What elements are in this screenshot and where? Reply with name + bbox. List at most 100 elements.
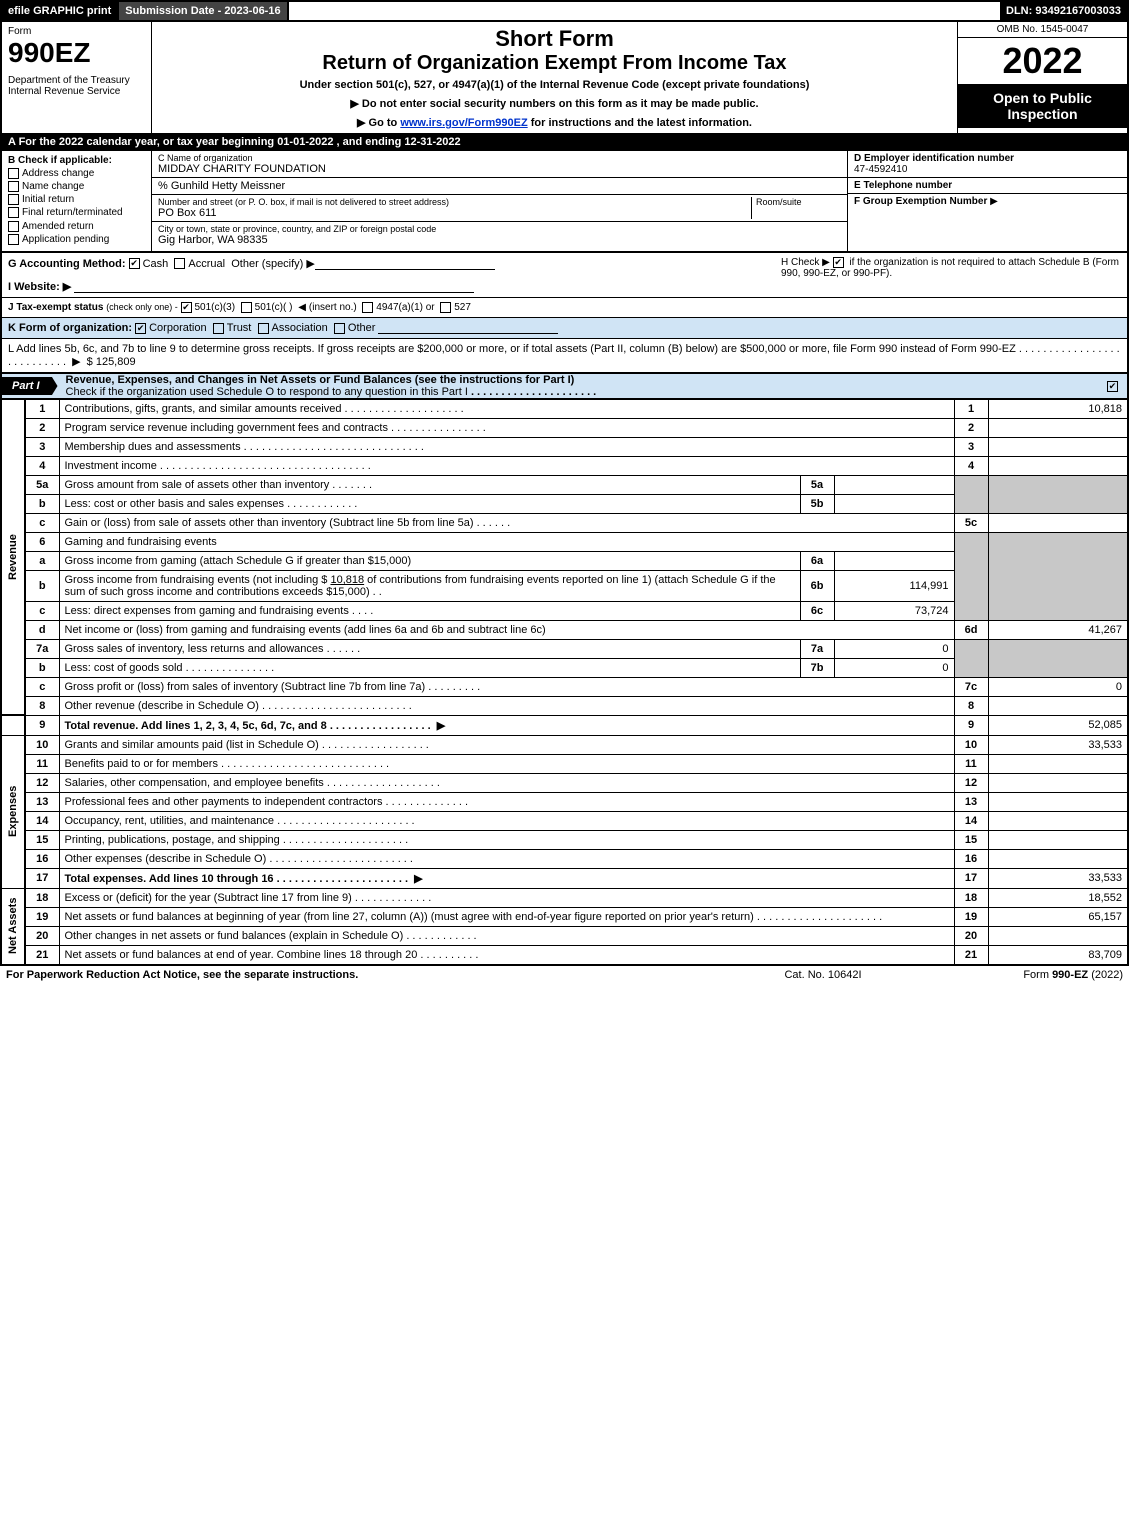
form-footer: Form 990-EZ (2022)	[923, 969, 1123, 981]
line-5a-desc: Gross amount from sale of assets other t…	[59, 475, 800, 494]
room-label: Room/suite	[756, 197, 841, 207]
chk-accrual[interactable]	[174, 258, 185, 269]
part1-header: Part I Revenue, Expenses, and Changes in…	[0, 374, 1129, 399]
line-9-amt: 52,085	[988, 715, 1128, 735]
chk-527[interactable]	[440, 302, 451, 313]
chk-4947[interactable]	[362, 302, 373, 313]
insert-arrow-icon	[295, 302, 309, 313]
line-1-amt: 10,818	[988, 399, 1128, 418]
chk-final-return[interactable]: Final return/terminated	[8, 207, 145, 218]
line-13-amt	[988, 792, 1128, 811]
row-i: I Website: ▶	[8, 280, 781, 293]
line-9-desc: Total revenue. Add lines 1, 2, 3, 4, 5c,…	[59, 715, 954, 735]
row-g: G Accounting Method: Cash Accrual Other …	[8, 257, 781, 270]
line-21-desc: Net assets or fund balances at end of ye…	[59, 945, 954, 964]
open-inspection: Open to Public Inspection	[958, 84, 1127, 128]
page-footer: For Paperwork Reduction Act Notice, see …	[0, 965, 1129, 984]
line-20-amt	[988, 926, 1128, 945]
website-input[interactable]	[74, 281, 474, 293]
line-6a-val	[834, 551, 954, 570]
chk-application-pending[interactable]: Application pending	[8, 234, 145, 245]
form-label: Form	[8, 26, 145, 37]
line-7a-val: 0	[834, 639, 954, 658]
j-sub: (check only one) -	[106, 302, 178, 312]
chk-amended-return[interactable]: Amended return	[8, 221, 145, 232]
line-6a-desc: Gross income from gaming (attach Schedul…	[59, 551, 800, 570]
f-label: F Group Exemption Number	[854, 196, 987, 207]
irs-link[interactable]: www.irs.gov/Form990EZ	[400, 117, 527, 129]
line-19-desc: Net assets or fund balances at beginning…	[59, 907, 954, 926]
line-1-num: 1	[25, 399, 59, 418]
k-label: K Form of organization:	[8, 322, 132, 334]
line-21-amt: 83,709	[988, 945, 1128, 964]
line-11-amt	[988, 754, 1128, 773]
line-6b-val: 114,991	[834, 570, 954, 601]
goto-post: for instructions and the latest informat…	[528, 117, 752, 129]
addr-label: Number and street (or P. O. box, if mail…	[158, 197, 751, 207]
line-17-desc: Total expenses. Add lines 10 through 16 …	[59, 868, 954, 888]
chk-association[interactable]	[258, 323, 269, 334]
city-label: City or town, state or province, country…	[158, 224, 841, 234]
chk-trust[interactable]	[213, 323, 224, 334]
line-6d-desc: Net income or (loss) from gaming and fun…	[59, 620, 954, 639]
expenses-sidelabel: Expenses	[1, 735, 25, 888]
line-6-desc: Gaming and fundraising events	[59, 532, 954, 551]
chk-address-change[interactable]: Address change	[8, 168, 145, 179]
arrow-icon	[411, 873, 425, 885]
line-10-amt: 33,533	[988, 735, 1128, 754]
submission-date: Submission Date - 2023-06-16	[119, 2, 288, 20]
chk-part1-scho[interactable]	[1107, 381, 1118, 392]
line-6b-desc: Gross income from fundraising events (no…	[59, 570, 800, 601]
line-1-col: 1	[954, 399, 988, 418]
dept-label: Department of the Treasury Internal Reve…	[8, 75, 145, 97]
other-org-input[interactable]	[378, 322, 558, 334]
efile-label[interactable]: efile GRAPHIC print	[2, 2, 119, 20]
netassets-sidelabel: Net Assets	[1, 888, 25, 964]
line-17-amt: 33,533	[988, 868, 1128, 888]
col-de: D Employer identification number 47-4592…	[847, 151, 1127, 251]
chk-initial-return[interactable]: Initial return	[8, 194, 145, 205]
top-bar: efile GRAPHIC print Submission Date - 20…	[0, 0, 1129, 22]
line-2-desc: Program service revenue including govern…	[59, 418, 954, 437]
chk-other-org[interactable]	[334, 323, 345, 334]
city-state-zip: Gig Harbor, WA 98335	[158, 234, 841, 246]
chk-cash[interactable]	[129, 258, 140, 269]
l-text: L Add lines 5b, 6c, and 7b to line 9 to …	[8, 343, 1016, 355]
row-a-taxyear: A For the 2022 calendar year, or tax yea…	[0, 133, 1129, 151]
form-title: Return of Organization Exempt From Incom…	[160, 52, 949, 75]
chk-name-change[interactable]: Name change	[8, 181, 145, 192]
col-c: C Name of organization MIDDAY CHARITY FO…	[152, 151, 847, 251]
paperwork-notice: For Paperwork Reduction Act Notice, see …	[6, 969, 723, 981]
g-label: G Accounting Method:	[8, 258, 126, 270]
lines-table: Revenue 1 Contributions, gifts, grants, …	[0, 399, 1129, 965]
c-name-label: C Name of organization	[158, 153, 841, 163]
line-7b-val: 0	[834, 658, 954, 677]
line-18-amt: 18,552	[988, 888, 1128, 907]
other-specify-input[interactable]	[315, 258, 495, 270]
section-bcdef: B Check if applicable: Address change Na…	[0, 151, 1129, 253]
line-14-desc: Occupancy, rent, utilities, and maintena…	[59, 811, 954, 830]
i-label: I Website: ▶	[8, 281, 71, 293]
row-k: K Form of organization: Corporation Trus…	[0, 318, 1129, 339]
chk-501c3[interactable]	[181, 302, 192, 313]
header-left: Form 990EZ Department of the Treasury In…	[2, 22, 152, 133]
part1-tag: Part I	[2, 377, 58, 395]
part1-subtitle: Check if the organization used Schedule …	[66, 386, 468, 398]
ein-value: 47-4592410	[854, 164, 1121, 175]
line-8-amt	[988, 696, 1128, 715]
street-address: PO Box 611	[158, 207, 751, 219]
row-h: H Check ▶ if the organization is not req…	[781, 257, 1121, 293]
line-7b-desc: Less: cost of goods sold . . . . . . . .…	[59, 658, 800, 677]
line-3-desc: Membership dues and assessments . . . . …	[59, 437, 954, 456]
line-19-amt: 65,157	[988, 907, 1128, 926]
line-4-amt	[988, 456, 1128, 475]
line-16-desc: Other expenses (describe in Schedule O) …	[59, 849, 954, 868]
line-6d-amt: 41,267	[988, 620, 1128, 639]
line-7c-desc: Gross profit or (loss) from sales of inv…	[59, 677, 954, 696]
tax-year: 2022	[958, 38, 1127, 84]
chk-schedule-b[interactable]	[833, 257, 844, 268]
chk-corporation[interactable]	[135, 323, 146, 334]
col-b: B Check if applicable: Address change Na…	[2, 151, 152, 251]
j-label: J Tax-exempt status	[8, 302, 103, 313]
chk-501c[interactable]	[241, 302, 252, 313]
